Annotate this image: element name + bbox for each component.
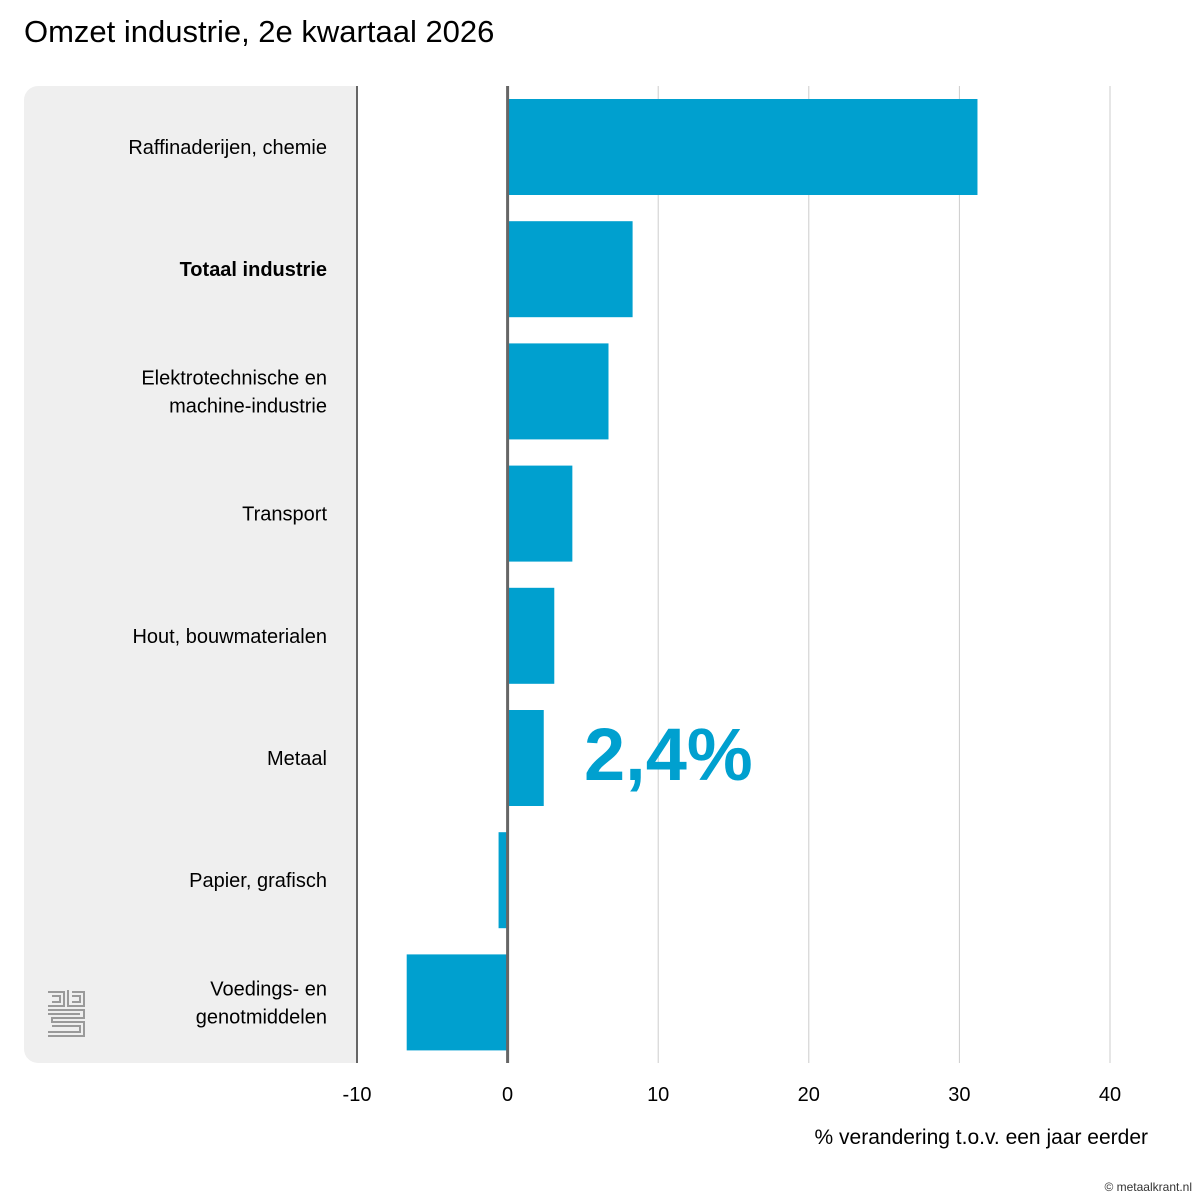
category-label-line: genotmiddelen	[196, 1006, 327, 1028]
x-tick-label: 0	[502, 1084, 513, 1106]
x-tick-label: 30	[948, 1084, 970, 1106]
x-tick-label: -10	[343, 1084, 372, 1106]
category-label-line: Elektrotechnische en	[141, 367, 327, 389]
category-label-line: Voedings- en	[210, 978, 327, 1000]
bar	[507, 710, 544, 806]
x-tick-label: 40	[1099, 1084, 1121, 1106]
category-label: Transport	[242, 504, 327, 526]
category-label: Elektrotechnische en machine-industrie	[141, 367, 327, 417]
category-label-line: Metaal	[267, 748, 327, 770]
category-label-line: Papier, grafisch	[189, 870, 327, 892]
copyright-text: © metaalkrant.nl	[1104, 1180, 1192, 1194]
gridlines	[657, 86, 1111, 1063]
bar	[406, 954, 508, 1051]
category-label-line: Hout, bouwmaterialen	[132, 626, 327, 648]
cbs-logo-icon	[48, 990, 85, 1037]
category-label: Papier, grafisch	[189, 870, 327, 892]
category-labels: Raffinaderijen, chemie Totaal industrie El…	[128, 137, 327, 1028]
category-label-panel	[24, 86, 357, 1063]
chart-title: Omzet industrie, 2e kwartaal 2026	[24, 14, 495, 49]
category-label: Metaal	[267, 748, 327, 770]
bar	[507, 343, 609, 440]
bar	[507, 221, 633, 318]
category-label: Raffinaderijen, chemie	[128, 137, 327, 159]
x-tick-label: 20	[798, 1084, 820, 1106]
category-label-line: Totaal industrie	[180, 259, 327, 281]
bars	[406, 99, 978, 1051]
highlight-value: 2,4%	[584, 713, 753, 796]
x-axis-title: % verandering t.o.v. een jaar eerder	[815, 1126, 1148, 1149]
bar	[498, 832, 508, 929]
category-label: Voedings- en genotmiddelen	[196, 978, 327, 1028]
category-label: Totaal industrie	[180, 259, 327, 281]
tick-labels: -10 0 10 20 30 40	[343, 1084, 1122, 1106]
x-tick-label: 10	[647, 1084, 669, 1106]
category-label-line: Raffinaderijen, chemie	[128, 137, 327, 159]
category-label-line: Transport	[242, 504, 327, 526]
category-label-line: machine-industrie	[169, 395, 327, 417]
bar	[507, 587, 555, 684]
bar	[507, 99, 978, 195]
category-label: Hout, bouwmaterialen	[132, 626, 327, 648]
bar	[507, 465, 573, 562]
axes	[356, 86, 510, 1063]
